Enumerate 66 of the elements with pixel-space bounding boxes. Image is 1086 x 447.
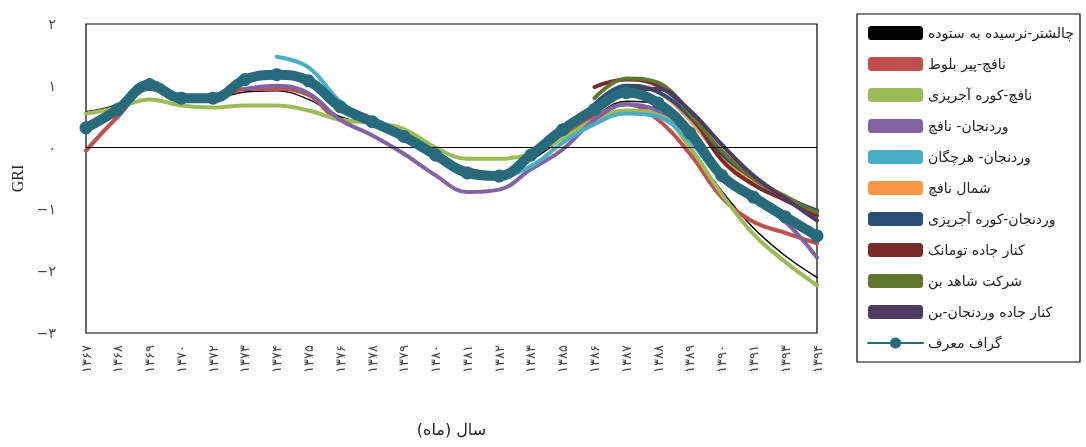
point (79, 121, 93, 135)
x-tick-label: ۱۳۸۵ (555, 344, 571, 373)
legend-label: شرکت شاهد بن (928, 273, 1023, 290)
legend-label: نافچ-پیر بلوط (928, 56, 1006, 73)
point (460, 166, 474, 180)
point (270, 68, 284, 82)
point (556, 123, 570, 137)
point (715, 168, 729, 182)
point (778, 210, 792, 224)
point (651, 96, 665, 110)
legend-label: وردنجان- هرچگان (928, 149, 1031, 166)
x-tick-label: ۱۳۶۷ (78, 344, 94, 373)
x-tick-label: ۱۳۸۰ (428, 345, 444, 373)
point (746, 190, 760, 204)
x-tick-label: ۱۳۷۹ (396, 344, 412, 373)
legend-label: کنار جاده تومانک (928, 242, 1025, 259)
x-tick-label: ۱۳۸۱ (459, 345, 475, 373)
y-tick-label: ۲ (48, 16, 56, 32)
x-tick-label: ۱۳۷۳ (237, 344, 253, 373)
x-tick-label: ۱۳۹۱ (745, 345, 761, 373)
legend-label: چالشتر-نرسیده به ستوده (928, 25, 1074, 42)
point (588, 102, 602, 116)
x-tick-label: ۱۳۷۸ (364, 344, 380, 373)
x-tick-label: ۱۳۶۸ (110, 344, 126, 373)
x-tick-label: ۱۳۹۴ (809, 344, 825, 373)
point (238, 73, 252, 87)
point (810, 229, 824, 243)
y-tick-label: −۳ (36, 325, 57, 341)
point (333, 100, 347, 114)
x-tick-label: ۱۳۷۵ (300, 344, 316, 373)
x-tick-label: ۱۳۸۲ (491, 344, 507, 373)
x-tick-label: ۱۳۷۲ (205, 344, 221, 373)
x-axis-title: سال (ماه) (416, 419, 487, 439)
y-tick-label: −۲ (36, 263, 56, 280)
x-tick-label: ۱۳۷۰ (173, 345, 189, 373)
y-axis-title: GRI (9, 164, 27, 193)
point (397, 129, 411, 143)
x-tick-label: ۱۳۸۷ (618, 344, 634, 373)
legend-label: نافچ-کوره آجرپزی (928, 87, 1033, 104)
legend-label: شمال نافچ (928, 180, 991, 197)
point (429, 148, 443, 162)
x-tick-label: ۱۳۸۹ (682, 344, 698, 373)
legend-label: گراف معرف (928, 335, 1003, 352)
x-tick-label: ۱۳۹۳ (777, 344, 793, 373)
x-tick-label: ۱۳۹۰ (714, 345, 730, 373)
x-tick-label: ۱۳۸۸ (650, 344, 666, 373)
point (206, 91, 220, 105)
point (143, 78, 157, 92)
x-tick-label: ۱۳۸۶ (587, 345, 603, 373)
point (683, 126, 697, 140)
y-tick-label: ۰ (48, 139, 56, 156)
legend-label: وردنجان- نافچ (928, 118, 1009, 135)
legend-label: وردنجان-کوره آجرپزی (928, 211, 1056, 228)
point (365, 115, 379, 129)
y-tick-label: ۱ (48, 77, 56, 94)
x-tick-label: ۱۳۷۶ (332, 345, 348, 373)
point (111, 102, 125, 116)
legend-label: کنار جاده وردنجان-بن (928, 304, 1053, 321)
point (524, 148, 538, 162)
x-tick-label: ۱۳۸۳ (523, 344, 539, 373)
y-tick-label: −۱ (36, 201, 56, 218)
x-tick-label: ۱۳۶۹ (142, 344, 158, 373)
point (174, 91, 188, 105)
point (301, 74, 315, 88)
x-tick-label: ۱۳۷۴ (269, 344, 285, 373)
point (492, 169, 506, 183)
